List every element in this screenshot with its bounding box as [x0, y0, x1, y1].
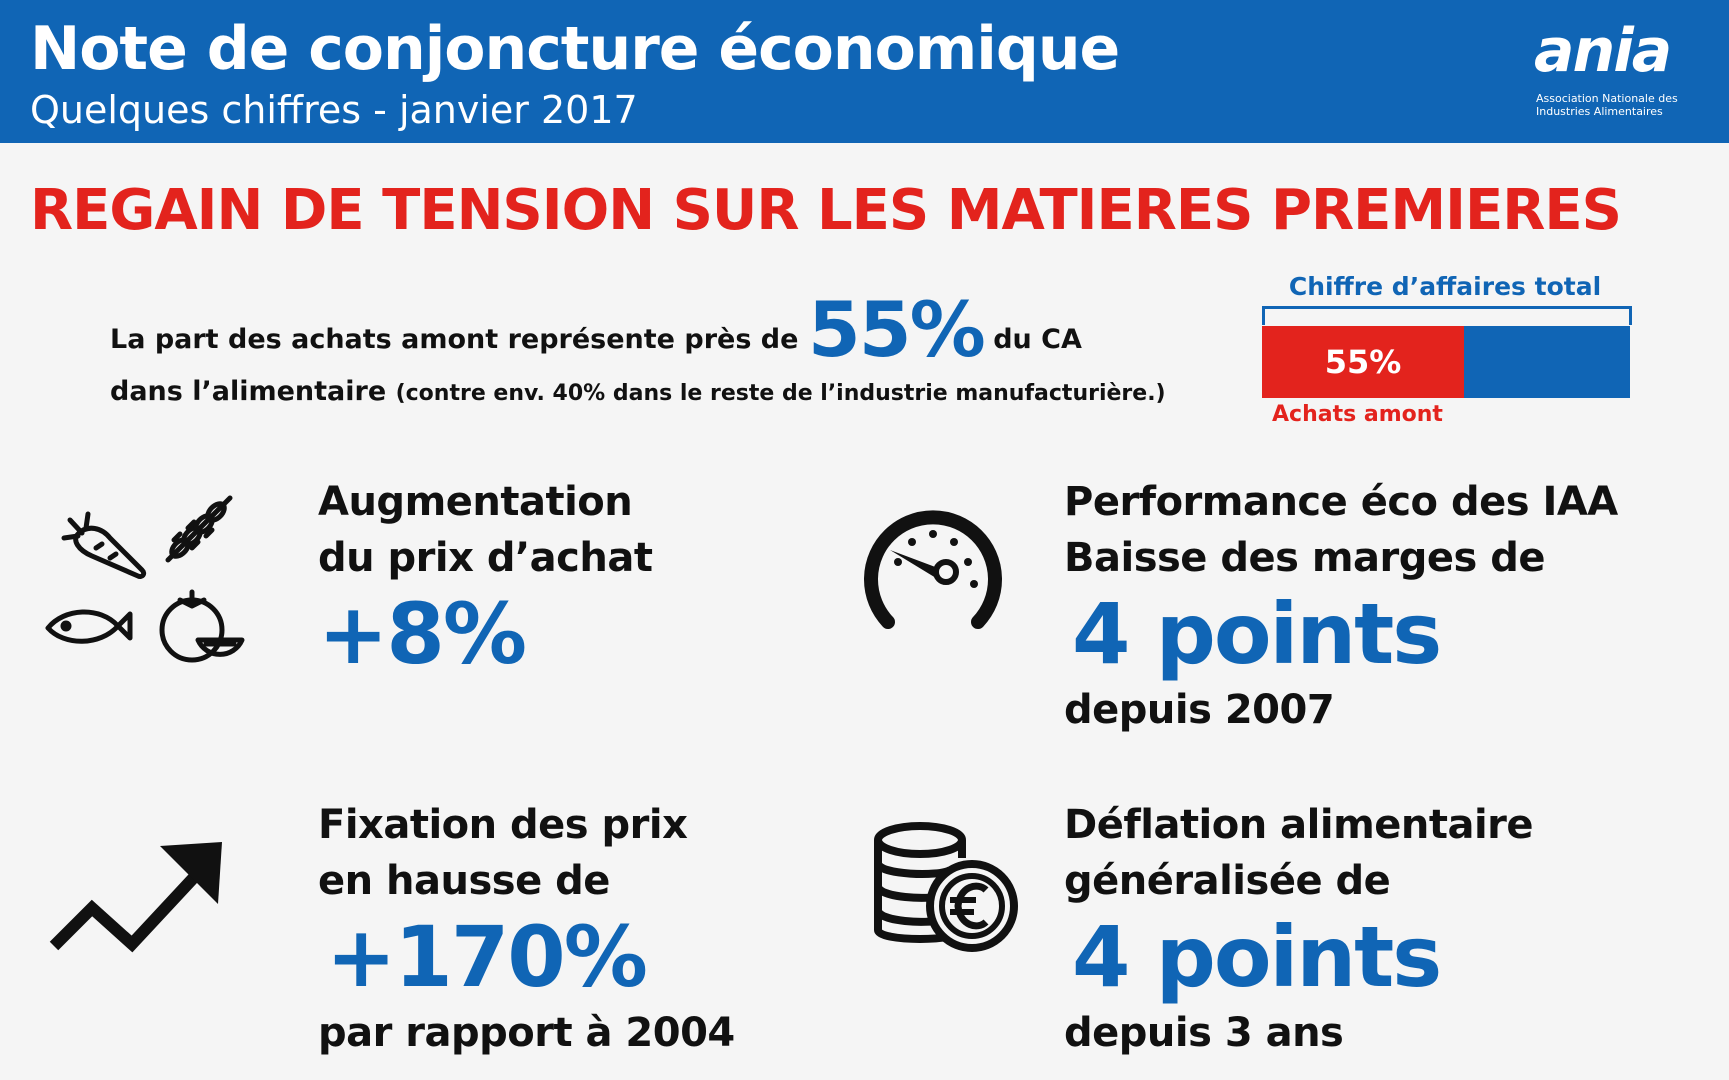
deflation-title-1: Déflation alimentaire: [1064, 802, 1534, 848]
ca-bar-total: 55%: [1262, 326, 1630, 398]
fixation-value: +170%: [326, 908, 648, 1006]
intro-line-1: La part des achats amont représente près…: [110, 285, 1240, 374]
euro-coins-icon-svg: [874, 822, 1018, 952]
intro-share-value: 55%: [807, 285, 986, 374]
intro-text: La part des achats amont représente près…: [110, 285, 1240, 407]
logo-subtitle: Association Nationale des Industries Ali…: [1536, 92, 1678, 118]
page-subtitle: Quelques chiffres - janvier 2017: [30, 88, 638, 132]
logo-word: ania: [1534, 16, 1672, 86]
prix-achat-title-1: Augmentation: [318, 479, 633, 525]
trend-up-icon-svg: [49, 842, 222, 953]
gauge-icon-svg: [864, 510, 1002, 629]
block-prix-achat: Augmentation du prix d’achat +8%: [318, 474, 653, 683]
performance-title-1: Performance éco des IAA: [1064, 479, 1618, 525]
headline: REGAIN DE TENSION SUR LES MATIERES PREMI…: [30, 178, 1622, 243]
deflation-value: 4 points: [1072, 908, 1442, 1006]
performance-since: depuis 2007: [1064, 687, 1335, 733]
header-banner: Note de conjoncture économique Quelques …: [0, 0, 1729, 143]
performance-title-2: Baisse des marges de: [1064, 535, 1546, 581]
logo-subtitle-line-1: Association Nationale des: [1536, 92, 1678, 105]
gauge-icon: [848, 492, 1018, 642]
ca-bar-bracket: [1262, 306, 1632, 325]
fixation-title-1: Fixation des prix: [318, 802, 688, 848]
performance-value: 4 points: [1072, 585, 1442, 683]
ca-bar-caption: Achats amont: [1272, 402, 1443, 427]
ania-logo: ania Association Nationale des Industrie…: [1530, 16, 1710, 122]
intro-line-2-text: dans l’alimentaire: [110, 376, 387, 407]
page-title: Note de conjoncture économique: [30, 14, 1120, 84]
tomato-icon: [159, 589, 245, 663]
intro-line-2-note: (contre env. 40% dans le reste de l’indu…: [395, 381, 1166, 406]
ca-share-bar: Chiffre d’affaires total 55% Achats amon…: [1260, 272, 1632, 432]
fish-icon: [45, 609, 133, 644]
ca-bar-label: Chiffre d’affaires total: [1288, 272, 1602, 301]
food-icons-svg: [45, 495, 245, 663]
fixation-title-2: en hausse de: [318, 858, 610, 904]
prix-achat-value: +8%: [318, 585, 527, 683]
prix-achat-title-2: du prix d’achat: [318, 535, 653, 581]
block-performance: Performance éco des IAA Baisse des marge…: [1064, 474, 1618, 738]
intro-line-2: dans l’alimentaire (contre env. 40% dans…: [110, 376, 1240, 407]
intro-line-1-text: La part des achats amont représente près…: [110, 324, 799, 355]
intro-line-1-suffix: du CA: [993, 324, 1082, 355]
logo-subtitle-line-2: Industries Alimentaires: [1536, 105, 1663, 118]
wheat-icon: [165, 495, 233, 563]
carrot-icon: [61, 511, 147, 579]
food-icons: [30, 478, 250, 668]
block-deflation: Déflation alimentaire généralisée de 4 p…: [1064, 797, 1534, 1061]
ca-bar-share: 55%: [1262, 326, 1464, 398]
euro-coins-icon: [870, 818, 1020, 958]
fixation-since: par rapport à 2004: [318, 1010, 735, 1056]
deflation-since: depuis 3 ans: [1064, 1010, 1344, 1056]
block-fixation: Fixation des prix en hausse de +170% par…: [318, 797, 735, 1061]
trend-up-icon: [40, 828, 230, 968]
deflation-title-2: généralisée de: [1064, 858, 1391, 904]
